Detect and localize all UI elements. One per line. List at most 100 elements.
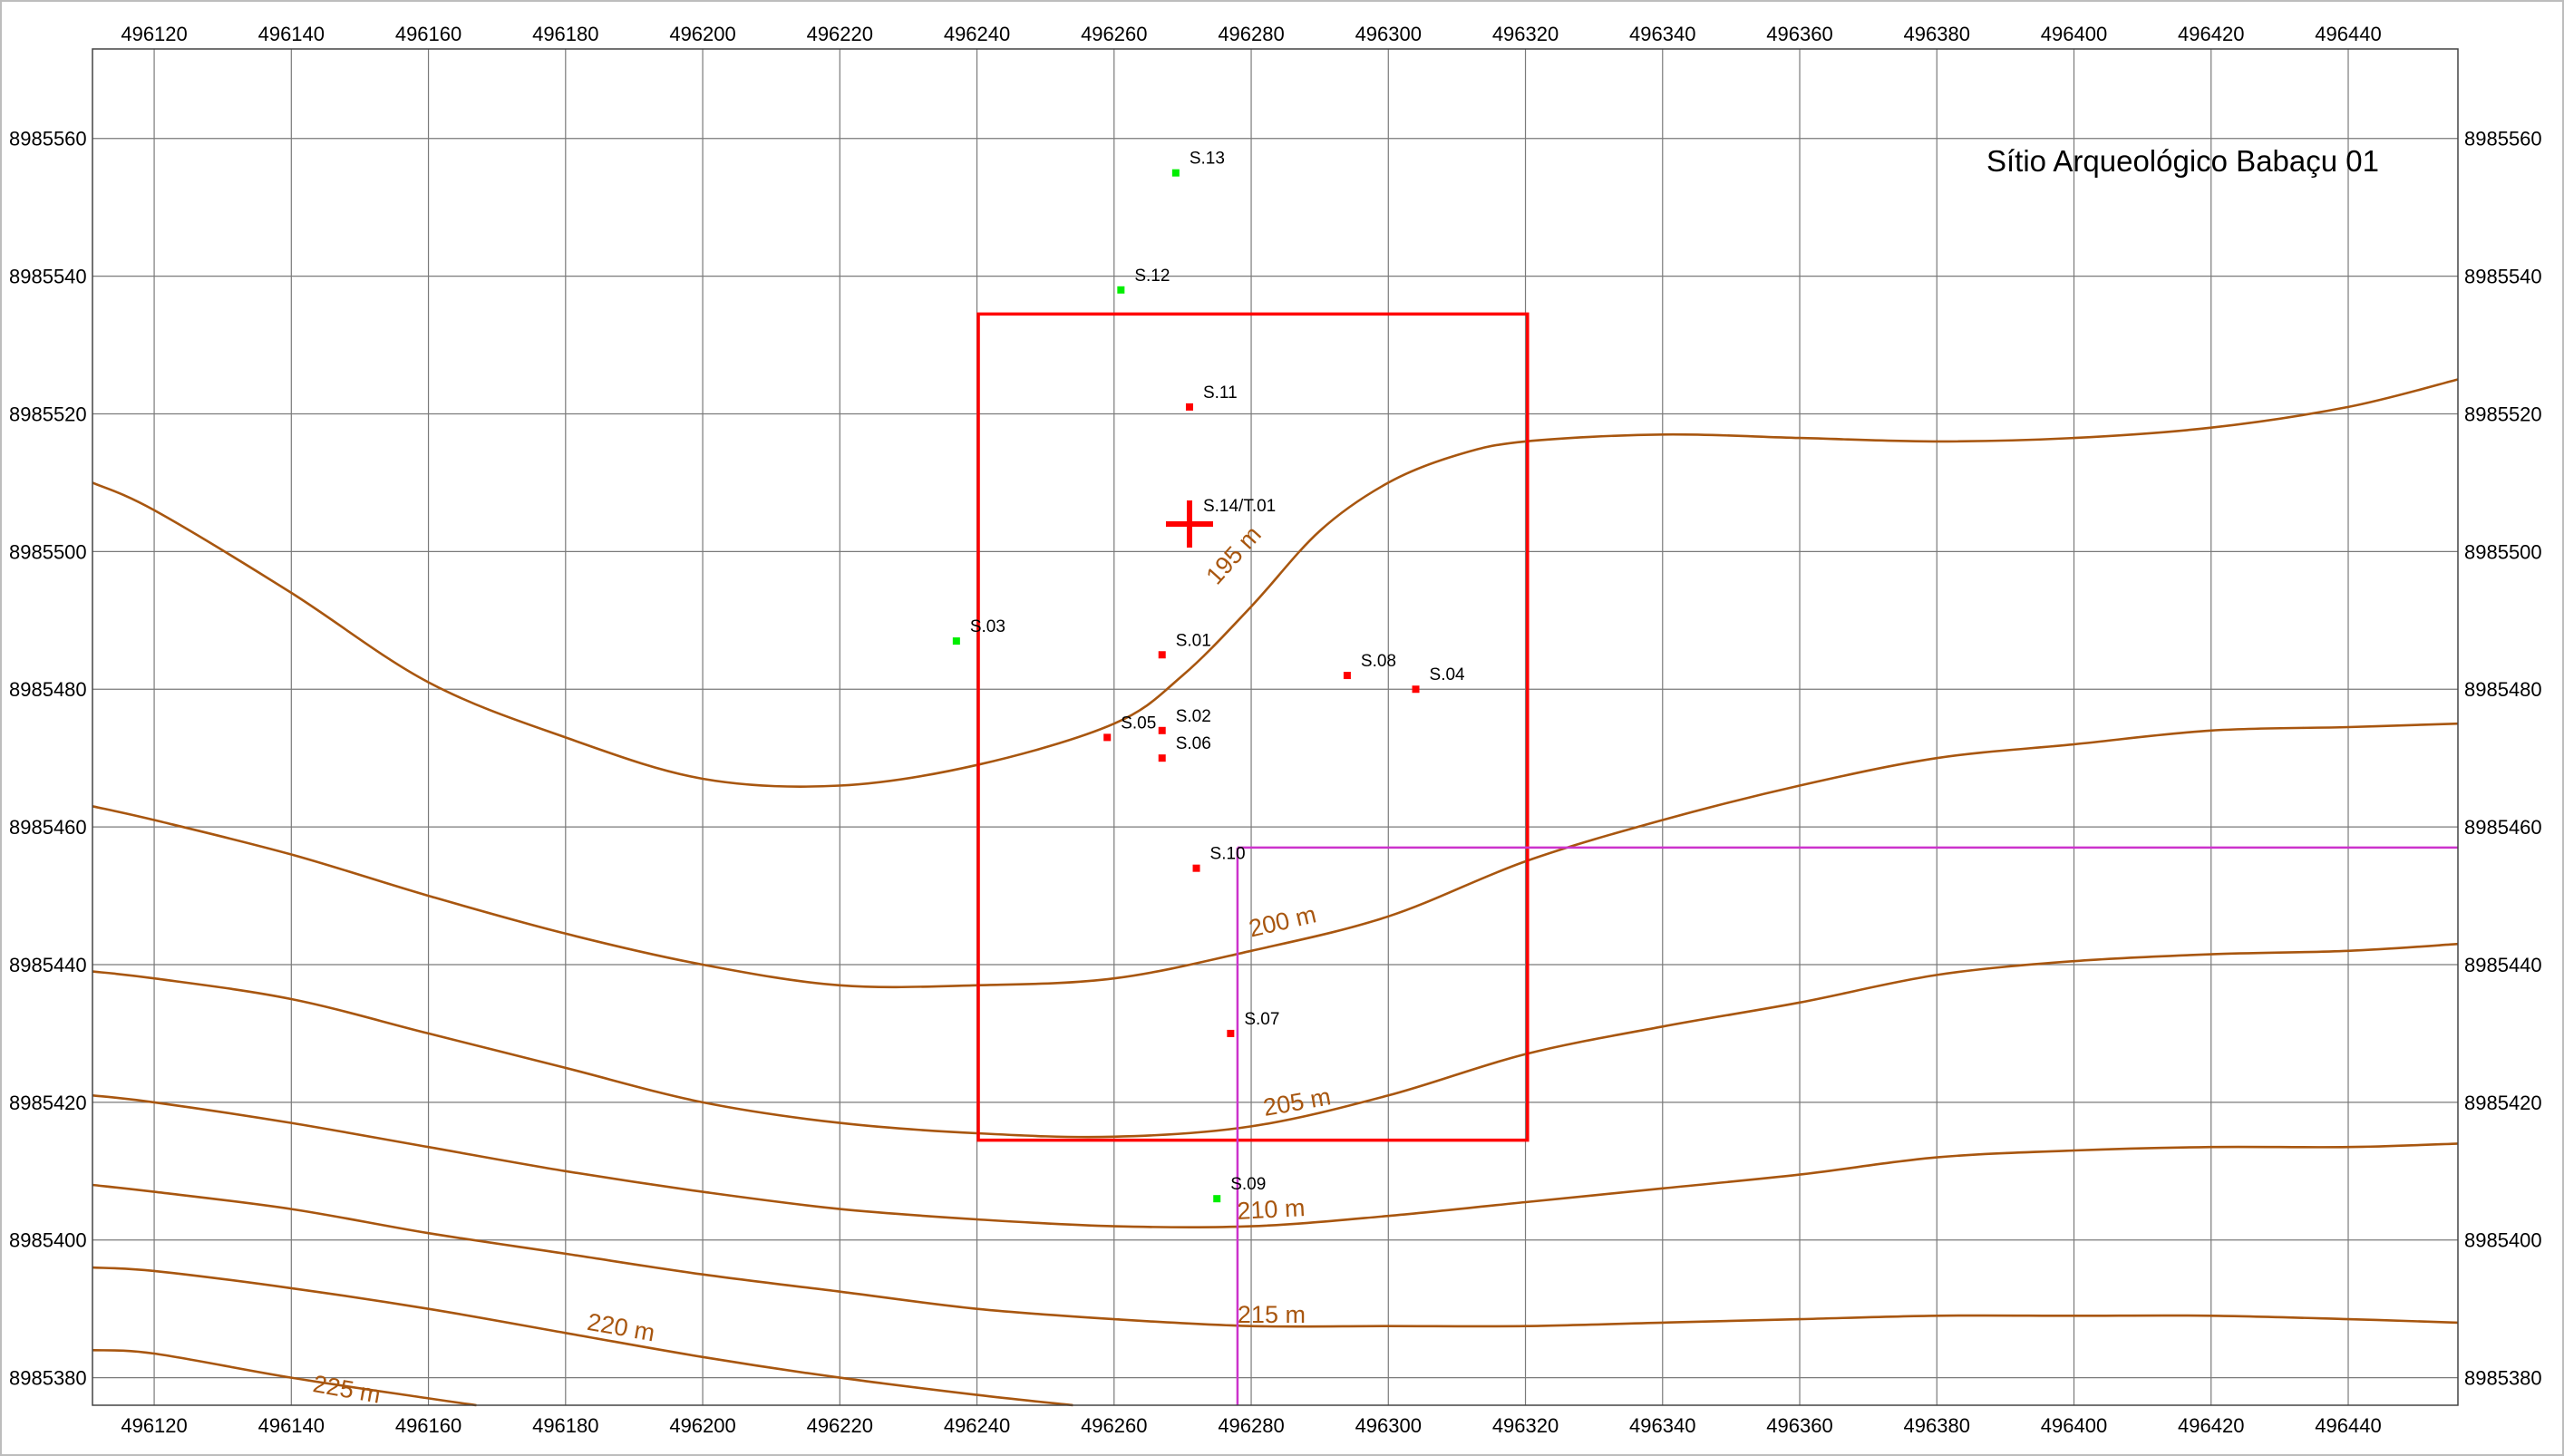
sample-label: S.13	[1190, 150, 1225, 169]
x-tick-label-top: 496280	[1218, 23, 1284, 45]
contour-line	[92, 1183, 2459, 1328]
contour-label: 215 m	[1238, 1301, 1306, 1328]
x-tick-label-top: 496180	[532, 23, 598, 45]
x-tick-label-bottom: 496180	[532, 1414, 598, 1437]
x-tick-label-bottom: 496280	[1218, 1414, 1284, 1437]
sample-layer: S.13 S.12 S.11 S.03 S.01 S.08 S.04 S.05 S.02 S.06…	[952, 150, 1466, 1203]
x-tick-label-top: 496160	[395, 23, 461, 45]
map-frame	[92, 48, 2459, 1406]
sample-label: S.08	[1361, 652, 1396, 671]
x-tick-label-bottom: 496440	[2315, 1414, 2381, 1437]
y-tick-label-right: 8985400	[2464, 1229, 2542, 1252]
y-tick-label-left: 8985400	[9, 1229, 87, 1252]
x-tick-label-bottom: 496380	[1904, 1414, 1970, 1437]
y-tick-label-right: 8985440	[2464, 954, 2542, 976]
x-tick-label-bottom: 496360	[1766, 1414, 1832, 1437]
site-boundary-rect	[976, 312, 1530, 1142]
x-tick-label-bottom: 496240	[944, 1414, 1010, 1437]
sample-label: S.11	[1203, 383, 1238, 403]
grid-layer	[92, 49, 2458, 1405]
y-tick-label-right: 8985460	[2464, 816, 2542, 839]
x-tick-label-top: 496400	[2041, 23, 2107, 45]
x-tick-label-bottom: 496320	[1492, 1414, 1559, 1437]
y-tick-label-right: 8985420	[2464, 1092, 2542, 1114]
x-tick-label-top: 496380	[1904, 23, 1970, 45]
sample-label: S.12	[1134, 267, 1170, 286]
y-tick-label-left: 8985500	[9, 540, 87, 563]
x-tick-label-bottom: 496120	[121, 1414, 187, 1437]
x-tick-label-bottom: 496220	[807, 1414, 873, 1437]
sample-marker	[1213, 1195, 1221, 1203]
sample-marker	[1158, 754, 1166, 762]
y-tick-label-left: 8985440	[9, 954, 87, 976]
x-tick-label-top: 496420	[2178, 23, 2244, 45]
y-tick-label-left: 8985540	[9, 266, 87, 288]
map-title: Sítio Arqueológico Babaçu 01	[1986, 144, 2379, 178]
sample-label: S.07	[1244, 1010, 1279, 1029]
sample-marker	[1185, 403, 1193, 411]
sample-label: S.10	[1210, 845, 1246, 864]
x-tick-label-bottom: 496260	[1081, 1414, 1147, 1437]
sample-marker	[1412, 685, 1420, 694]
x-tick-label-top: 496320	[1492, 23, 1559, 45]
x-tick-label-bottom: 496200	[669, 1414, 735, 1437]
contour-line	[92, 942, 2459, 1139]
x-tick-label-top: 496260	[1081, 23, 1147, 45]
x-tick-label-top: 496140	[258, 23, 325, 45]
y-tick-label-right: 8985500	[2464, 540, 2542, 563]
sample-marker	[1103, 733, 1112, 742]
tick-layer: 496120 496120 496140 496140 496160 496160 4961…	[9, 23, 2542, 1437]
sample-label: S.09	[1230, 1175, 1266, 1194]
x-tick-label-top: 496200	[669, 23, 735, 45]
x-tick-label-top: 496120	[121, 23, 187, 45]
datum-cross-label: S.14/T.01	[1203, 497, 1276, 516]
sample-marker	[952, 637, 960, 645]
x-tick-label-bottom: 496340	[1629, 1414, 1695, 1437]
sample-marker	[1343, 672, 1351, 680]
x-tick-label-top: 496240	[944, 23, 1010, 45]
sample-marker	[1192, 864, 1200, 872]
y-tick-label-right: 8985480	[2464, 678, 2542, 701]
sample-label: S.04	[1430, 665, 1466, 684]
sample-label: S.01	[1176, 631, 1211, 650]
x-tick-label-bottom: 496140	[258, 1414, 325, 1437]
y-tick-label-left: 8985380	[9, 1367, 87, 1390]
y-tick-label-left: 8985460	[9, 816, 87, 839]
y-tick-label-right: 8985540	[2464, 266, 2542, 288]
x-tick-label-bottom: 496160	[395, 1414, 461, 1437]
x-tick-label-bottom: 496400	[2041, 1414, 2107, 1437]
sample-label: S.06	[1176, 734, 1211, 753]
y-tick-label-right: 8985380	[2464, 1367, 2542, 1390]
contour-line	[92, 378, 2459, 788]
x-tick-label-top: 496340	[1629, 23, 1695, 45]
sample-marker	[1171, 169, 1180, 177]
sample-label: S.03	[970, 617, 1005, 636]
sample-marker	[1117, 286, 1125, 294]
y-tick-label-right: 8985520	[2464, 403, 2542, 425]
y-tick-label-left: 8985560	[9, 128, 87, 150]
x-tick-label-top: 496440	[2315, 23, 2381, 45]
contour-line	[92, 1266, 1073, 1407]
site-boundary-layer	[976, 312, 2458, 1405]
x-tick-label-bottom: 496420	[2178, 1414, 2244, 1437]
x-tick-label-bottom: 496300	[1355, 1414, 1422, 1437]
contour-line	[92, 1094, 2459, 1229]
y-tick-label-left: 8985520	[9, 403, 87, 425]
x-tick-label-top: 496220	[807, 23, 873, 45]
y-tick-label-left: 8985480	[9, 678, 87, 701]
sample-marker	[1158, 651, 1166, 659]
sample-marker	[1227, 1029, 1235, 1037]
contour-line	[92, 722, 2459, 989]
sample-marker	[1158, 726, 1166, 734]
x-tick-label-top: 496300	[1355, 23, 1422, 45]
contour-line	[92, 1348, 477, 1407]
contour-label: 210 m	[1237, 1194, 1306, 1225]
y-tick-label-right: 8985560	[2464, 128, 2542, 150]
x-tick-label-top: 496360	[1766, 23, 1832, 45]
y-tick-label-left: 8985420	[9, 1092, 87, 1114]
sample-label: S.05	[1121, 713, 1156, 733]
sample-label: S.02	[1176, 707, 1211, 726]
